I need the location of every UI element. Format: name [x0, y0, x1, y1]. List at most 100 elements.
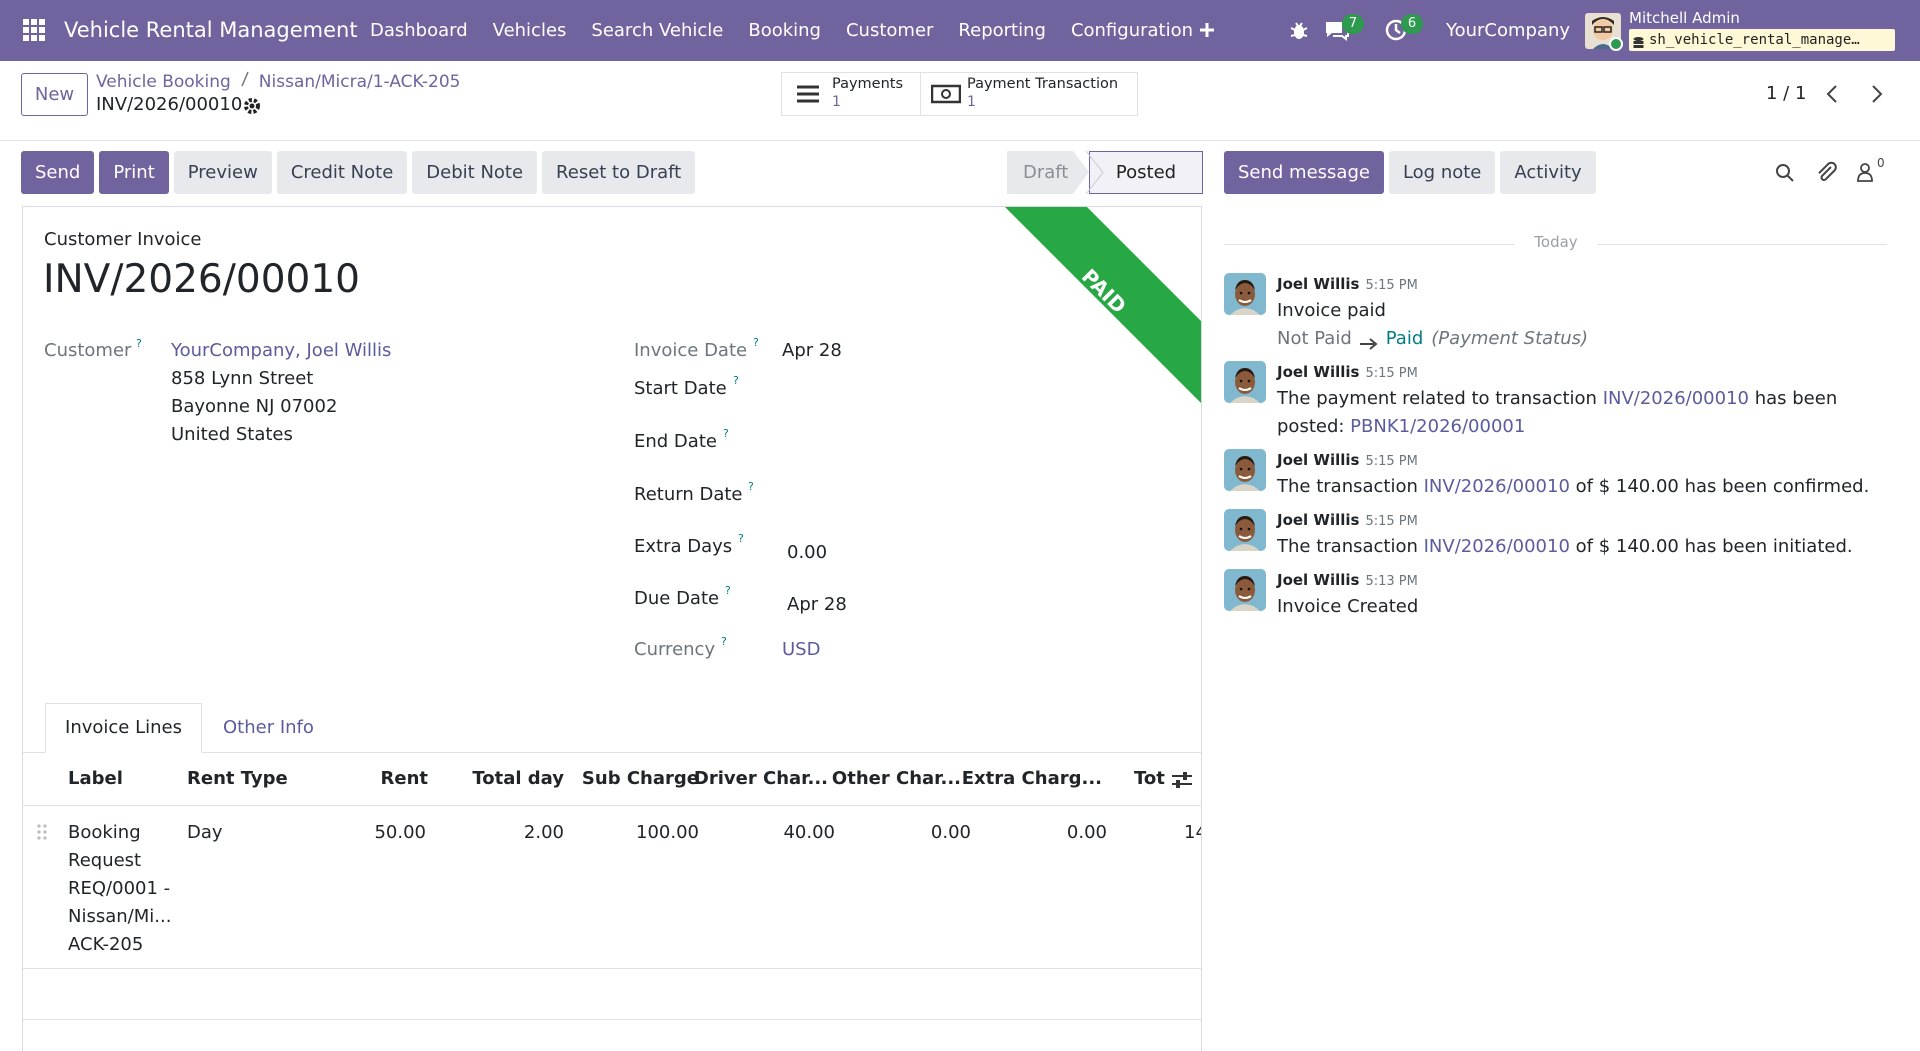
- record-settings-icon[interactable]: [243, 97, 261, 119]
- column-header[interactable]: Rent Type: [187, 768, 288, 789]
- activities-badge[interactable]: 6: [1401, 14, 1423, 34]
- table-cell[interactable]: Day: [187, 822, 223, 843]
- row-drag-handle[interactable]: [37, 824, 47, 846]
- menu-item[interactable]: Vehicles: [492, 20, 567, 41]
- action-button[interactable]: Print: [99, 151, 169, 194]
- table-cell[interactable]: 50.00: [374, 822, 426, 843]
- column-header[interactable]: Sub Charge: [581, 768, 699, 789]
- menu-item[interactable]: Search Vehicle: [591, 20, 724, 41]
- field-value[interactable]: USD: [782, 639, 821, 660]
- column-header[interactable]: Label: [68, 768, 123, 789]
- message-time: 5:15 PM: [1365, 278, 1418, 293]
- breadcrumb-link[interactable]: Vehicle Booking: [96, 71, 231, 92]
- author-avatar[interactable]: [1224, 509, 1266, 555]
- tracking-arrow-svg: [1359, 338, 1378, 350]
- message-header: Joel Willis 5:15 PM: [1277, 271, 1889, 297]
- chatter-followers[interactable]: [1856, 162, 1874, 186]
- message-body: Invoice paid: [1277, 297, 1889, 325]
- smart-button[interactable]: Payment Transaction 1: [921, 73, 1137, 115]
- column-header[interactable]: Driver Char...: [693, 768, 828, 789]
- message-link[interactable]: INV/2026/00010: [1423, 476, 1570, 497]
- message-link[interactable]: INV/2026/00010: [1602, 388, 1749, 409]
- company-switcher[interactable]: YourCompany: [1446, 20, 1571, 41]
- pager-value[interactable]: 1 / 1: [1766, 83, 1807, 104]
- help-tooltip[interactable]: ?: [721, 635, 727, 648]
- message-link[interactable]: INV/2026/00010: [1423, 536, 1570, 557]
- message-author[interactable]: Joel Willis: [1277, 275, 1360, 293]
- chatter-button[interactable]: Log note: [1388, 151, 1496, 194]
- menu-item[interactable]: Booking: [748, 20, 821, 41]
- optional-columns-toggle[interactable]: [1172, 771, 1192, 793]
- author-avatar-svg: [1224, 449, 1266, 491]
- table-cell[interactable]: 0.00: [1066, 822, 1107, 843]
- new-button[interactable]: New: [21, 73, 88, 116]
- table-cell[interactable]: 2.00: [523, 822, 564, 843]
- column-header[interactable]: Rent: [380, 768, 429, 789]
- debug-icon[interactable]: [1290, 20, 1308, 44]
- help-tooltip[interactable]: ?: [725, 584, 731, 597]
- action-button[interactable]: Debit Note: [412, 151, 538, 194]
- message-link[interactable]: PBNK1/2026/00001: [1350, 416, 1526, 437]
- column-header[interactable]: Other Char...: [831, 768, 961, 789]
- tab[interactable]: Other Info: [223, 717, 314, 738]
- tab-active[interactable]: Invoice Lines: [45, 703, 202, 753]
- pager-next[interactable]: [1871, 84, 1883, 108]
- status-stage-active[interactable]: Posted: [1089, 151, 1203, 194]
- smart-button-label: Payments: [832, 76, 904, 92]
- help-tooltip[interactable]: ?: [723, 427, 729, 440]
- column-header[interactable]: Extra Charg...: [961, 768, 1102, 789]
- column-header[interactable]: Tot: [1134, 768, 1165, 789]
- chatter-attachments[interactable]: [1815, 161, 1837, 187]
- message-author[interactable]: Joel Willis: [1277, 451, 1360, 469]
- smart-button[interactable]: Payments 1: [782, 73, 921, 115]
- message-author[interactable]: Joel Willis: [1277, 571, 1360, 589]
- message-time: 5:15 PM: [1365, 366, 1418, 381]
- author-avatar[interactable]: [1224, 449, 1266, 495]
- menu-item[interactable]: Configuration: [1070, 20, 1194, 41]
- help-tooltip[interactable]: ?: [753, 336, 759, 349]
- quick-create-icon[interactable]: [1199, 22, 1215, 42]
- table-cell[interactable]: 0.00: [930, 822, 971, 843]
- customer-link[interactable]: YourCompany, Joel Willis: [171, 340, 392, 361]
- table-cell[interactable]: Booking Request REQ/0001 - Nissan/Mi... …: [68, 822, 172, 955]
- breadcrumb-link[interactable]: Nissan/Micra/1-ACK-205: [258, 71, 461, 92]
- pager-previous[interactable]: [1826, 84, 1838, 108]
- help-tooltip[interactable]: ?: [748, 480, 754, 493]
- author-avatar[interactable]: [1224, 569, 1266, 615]
- message-text: Invoice paid: [1277, 300, 1386, 321]
- action-button[interactable]: Send: [21, 151, 95, 194]
- message-time: 5:15 PM: [1365, 514, 1418, 529]
- author-avatar[interactable]: [1224, 273, 1266, 319]
- app-name[interactable]: Vehicle Rental Management: [64, 18, 358, 42]
- apps-menu-icon[interactable]: [23, 19, 45, 45]
- table-cell[interactable]: 40.00: [783, 822, 835, 843]
- menu-item[interactable]: Dashboard: [370, 20, 468, 41]
- menu-item[interactable]: Customer: [845, 20, 934, 41]
- user-name[interactable]: Mitchell Admin: [1629, 9, 1740, 27]
- table-cell[interactable]: 14: [1184, 822, 1201, 843]
- action-button[interactable]: Credit Note: [276, 151, 408, 194]
- help-tooltip[interactable]: ?: [136, 337, 142, 350]
- user-avatar[interactable]: [1585, 13, 1623, 55]
- message-author[interactable]: Joel Willis: [1277, 511, 1360, 529]
- message-body: Invoice Created: [1277, 593, 1889, 621]
- chatter-message: Joel Willis 5:15 PM The transaction INV/20…: [1224, 447, 1889, 501]
- chatter-search[interactable]: [1775, 163, 1795, 187]
- followers-count[interactable]: 0: [1877, 156, 1885, 170]
- action-button[interactable]: Preview: [173, 151, 272, 194]
- help-tooltip[interactable]: ?: [733, 374, 739, 387]
- message-author[interactable]: Joel Willis: [1277, 363, 1360, 381]
- author-avatar-svg: [1224, 361, 1266, 403]
- field-label: Start Date: [634, 378, 727, 399]
- status-stage[interactable]: Draft: [1007, 151, 1089, 194]
- action-button[interactable]: Reset to Draft: [542, 151, 696, 194]
- column-header[interactable]: Total day: [472, 768, 564, 789]
- chatter-button[interactable]: Activity: [1500, 151, 1596, 194]
- menu-item[interactable]: Reporting: [958, 20, 1046, 41]
- messages-badge[interactable]: 7: [1342, 14, 1364, 34]
- field-label: Return Date: [634, 484, 743, 505]
- table-cell[interactable]: 100.00: [636, 822, 699, 843]
- author-avatar[interactable]: [1224, 361, 1266, 407]
- help-tooltip[interactable]: ?: [738, 532, 744, 545]
- chatter-button[interactable]: Send message: [1224, 151, 1384, 194]
